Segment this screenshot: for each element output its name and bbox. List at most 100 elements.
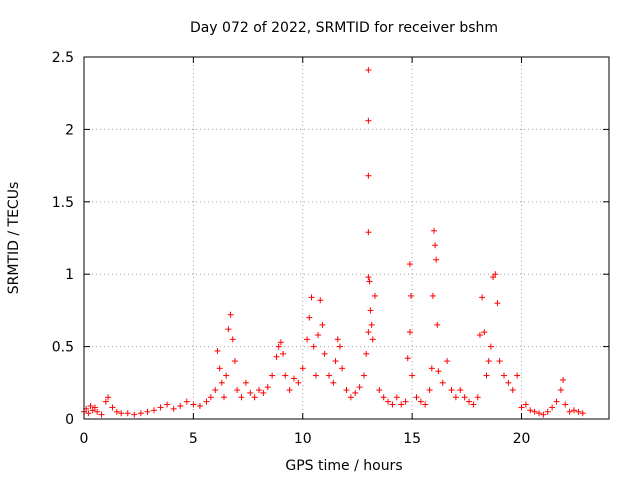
data-point bbox=[137, 410, 144, 417]
data-point bbox=[203, 398, 210, 405]
x-tick-label: 0 bbox=[80, 431, 89, 447]
data-point bbox=[291, 375, 297, 382]
data-point bbox=[527, 407, 534, 414]
data-point bbox=[118, 410, 125, 417]
data-point bbox=[231, 358, 238, 365]
data-point bbox=[251, 394, 258, 401]
data-point bbox=[432, 242, 439, 249]
data-point bbox=[417, 398, 424, 405]
data-point bbox=[242, 379, 249, 386]
data-point bbox=[315, 332, 322, 339]
data-point bbox=[540, 411, 547, 418]
data-point bbox=[479, 294, 486, 301]
data-point bbox=[505, 379, 512, 386]
data-point bbox=[164, 401, 171, 408]
data-point bbox=[492, 271, 499, 278]
data-point bbox=[366, 278, 373, 285]
data-point bbox=[356, 384, 363, 391]
data-point bbox=[536, 410, 542, 417]
data-point bbox=[575, 408, 582, 415]
data-point bbox=[428, 365, 435, 372]
data-point bbox=[406, 261, 413, 268]
data-point bbox=[247, 389, 254, 396]
data-point bbox=[402, 398, 409, 405]
data-point bbox=[105, 394, 112, 401]
data-point bbox=[196, 402, 203, 409]
data-point bbox=[389, 401, 396, 408]
data-point bbox=[413, 394, 420, 401]
data-point bbox=[343, 387, 350, 394]
data-point bbox=[87, 402, 94, 409]
data-point bbox=[225, 326, 232, 333]
y-tick-label: 0 bbox=[65, 412, 74, 428]
data-point bbox=[109, 404, 116, 411]
data-point bbox=[408, 292, 415, 299]
data-point bbox=[365, 172, 372, 179]
data-point bbox=[431, 227, 437, 234]
data-point bbox=[218, 379, 225, 386]
data-point bbox=[113, 408, 120, 415]
data-point bbox=[579, 410, 586, 417]
x-axis-label: GPS time / hours bbox=[285, 458, 402, 474]
x-tick-labels: 0 5 10 15 20 bbox=[80, 431, 531, 447]
data-point bbox=[94, 408, 101, 415]
data-point bbox=[308, 294, 315, 301]
data-point bbox=[190, 401, 197, 408]
data-point bbox=[234, 387, 241, 394]
y-tick-label: 2.5 bbox=[52, 50, 74, 66]
data-point bbox=[439, 379, 446, 386]
data-point bbox=[371, 292, 378, 299]
data-point bbox=[256, 387, 262, 394]
data-point bbox=[332, 358, 339, 365]
data-point bbox=[352, 389, 359, 396]
data-point bbox=[264, 384, 271, 391]
y-tick-label: 2 bbox=[65, 122, 74, 138]
data-point bbox=[306, 314, 313, 321]
data-point bbox=[380, 394, 387, 401]
data-point bbox=[221, 394, 227, 401]
data-point bbox=[214, 347, 221, 354]
data-point bbox=[367, 307, 374, 314]
data-point bbox=[365, 67, 372, 74]
chart-title: Day 072 of 2022, SRMTID for receiver bsh… bbox=[190, 20, 498, 36]
data-point bbox=[509, 387, 516, 394]
data-point bbox=[334, 336, 341, 343]
data-point bbox=[229, 336, 236, 343]
y-tick-label: 1 bbox=[65, 267, 74, 283]
x-tick-label: 15 bbox=[403, 431, 421, 447]
plot-background bbox=[84, 57, 609, 419]
y-tick-labels: 0 0.5 1 1.5 2 2.5 bbox=[52, 50, 74, 428]
data-point bbox=[144, 408, 151, 415]
data-point bbox=[457, 387, 464, 394]
data-point bbox=[124, 410, 131, 417]
data-point bbox=[269, 372, 276, 379]
data-point bbox=[426, 387, 433, 394]
data-point bbox=[336, 343, 343, 350]
data-point bbox=[365, 329, 372, 336]
data-point bbox=[470, 401, 477, 408]
data-point bbox=[549, 404, 556, 411]
data-point bbox=[361, 372, 367, 379]
data-point bbox=[227, 311, 234, 318]
y-tick-label: 0.5 bbox=[52, 340, 74, 356]
data-point bbox=[501, 372, 507, 379]
data-point bbox=[409, 372, 416, 379]
data-point bbox=[260, 389, 267, 396]
data-point bbox=[151, 407, 157, 414]
data-point bbox=[319, 321, 326, 328]
data-point bbox=[514, 372, 521, 379]
data-point bbox=[481, 329, 488, 336]
data-point bbox=[238, 394, 245, 401]
y-axis-label: SRMTID / TECUs bbox=[6, 182, 22, 295]
data-point bbox=[404, 355, 411, 362]
data-point bbox=[557, 387, 564, 394]
data-point bbox=[275, 343, 282, 350]
plot-frame bbox=[83, 56, 610, 420]
data-point bbox=[406, 329, 413, 336]
data-point bbox=[177, 402, 184, 409]
data-point bbox=[312, 372, 319, 379]
data-point bbox=[280, 350, 287, 357]
data-point bbox=[566, 408, 573, 415]
data-point bbox=[474, 394, 481, 401]
